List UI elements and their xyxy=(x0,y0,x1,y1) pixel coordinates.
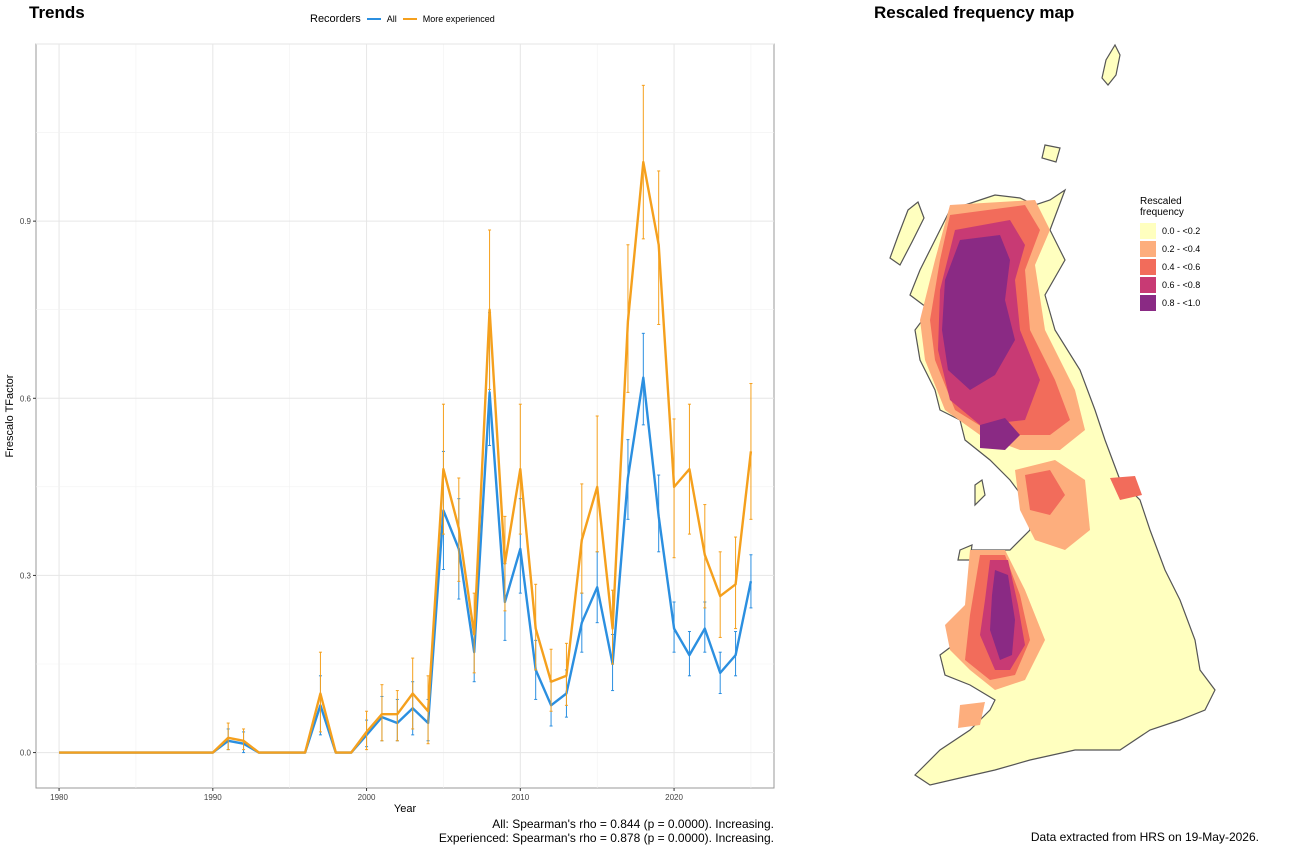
trends-title: Trends xyxy=(29,3,85,22)
stat-all: All: Spearman's rho = 0.844 (p = 0.0000)… xyxy=(492,817,774,831)
map-legend-swatch xyxy=(1140,277,1156,293)
legend-title: Recorders xyxy=(310,13,361,25)
map-shetland xyxy=(1101,43,1121,86)
y-axis-label: Frescalo TFactor xyxy=(4,374,16,457)
stat-experienced: Experienced: Spearman's rho = 0.878 (p =… xyxy=(438,831,774,845)
map-legend-label: 0.6 - <0.8 xyxy=(1162,280,1201,290)
map-legend-label: 0.4 - <0.6 xyxy=(1162,262,1201,272)
map-legend-item: 0.2 - <0.4 xyxy=(1140,240,1220,258)
map-orkney xyxy=(1041,144,1061,163)
trend-chart: 1980 1990 2000 2010 2020 0.0 0.3 0.6 0.9 Year Fr… xyxy=(4,43,775,815)
map-legend-swatch xyxy=(1140,259,1156,275)
x-tick-label: 2020 xyxy=(665,793,683,802)
data-extracted-note: Data extracted from HRS on 19-May-2026. xyxy=(1030,830,1259,844)
frequency-map xyxy=(889,43,1216,786)
map-legend-item: 0.6 - <0.8 xyxy=(1140,276,1220,294)
y-tick-label: 0.9 xyxy=(20,217,32,226)
trend-legend: Recorders All More experienced xyxy=(310,13,495,25)
map-legend-item: 0.8 - <1.0 xyxy=(1140,294,1220,312)
x-tick-label: 1990 xyxy=(204,793,222,802)
legend-label-all: All xyxy=(386,14,397,24)
map-title: Rescaled frequency map xyxy=(874,3,1075,22)
y-tick-label: 0.3 xyxy=(20,571,32,580)
map-frequency-overlay xyxy=(920,200,1142,728)
plot-panel xyxy=(35,43,775,789)
legend-swatch-experienced xyxy=(402,18,417,20)
map-legend-label: 0.8 - <1.0 xyxy=(1162,298,1201,308)
map-legend-title: Rescaled frequency xyxy=(1140,196,1184,218)
legend-label-experienced: More experienced xyxy=(422,14,495,24)
map-legend-swatch xyxy=(1140,241,1156,257)
map-legend-label: 0.0 - <0.2 xyxy=(1162,226,1201,236)
y-tick-label: 0.0 xyxy=(20,749,32,758)
map-legend-item: 0.4 - <0.6 xyxy=(1140,258,1220,276)
map-legend-rows: 0.0 - <0.2 0.2 - <0.4 0.4 - <0.6 0.6 - <… xyxy=(1140,222,1220,312)
map-legend-label: 0.2 - <0.4 xyxy=(1162,244,1201,254)
series-line xyxy=(59,160,753,754)
map-legend-swatch xyxy=(1140,223,1156,239)
map-legend: Rescaled frequency 0.0 - <0.2 0.2 - <0.4… xyxy=(1140,196,1220,312)
x-tick-label: 2010 xyxy=(511,793,529,802)
series-experienced xyxy=(59,84,753,754)
y-tick-label: 0.6 xyxy=(20,394,32,403)
series-group xyxy=(59,84,753,754)
x-tick-label: 2000 xyxy=(358,793,376,802)
map-hebrides xyxy=(889,201,925,266)
x-axis-label: Year xyxy=(394,803,417,815)
map-isle-of-man xyxy=(974,478,986,507)
x-tick-label: 1980 xyxy=(50,793,68,802)
map-legend-item: 0.0 - <0.2 xyxy=(1140,222,1220,240)
legend-swatch-all xyxy=(366,18,381,20)
axes: 1980 1990 2000 2010 2020 0.0 0.3 0.6 0.9 xyxy=(20,217,684,802)
map-legend-swatch xyxy=(1140,295,1156,311)
